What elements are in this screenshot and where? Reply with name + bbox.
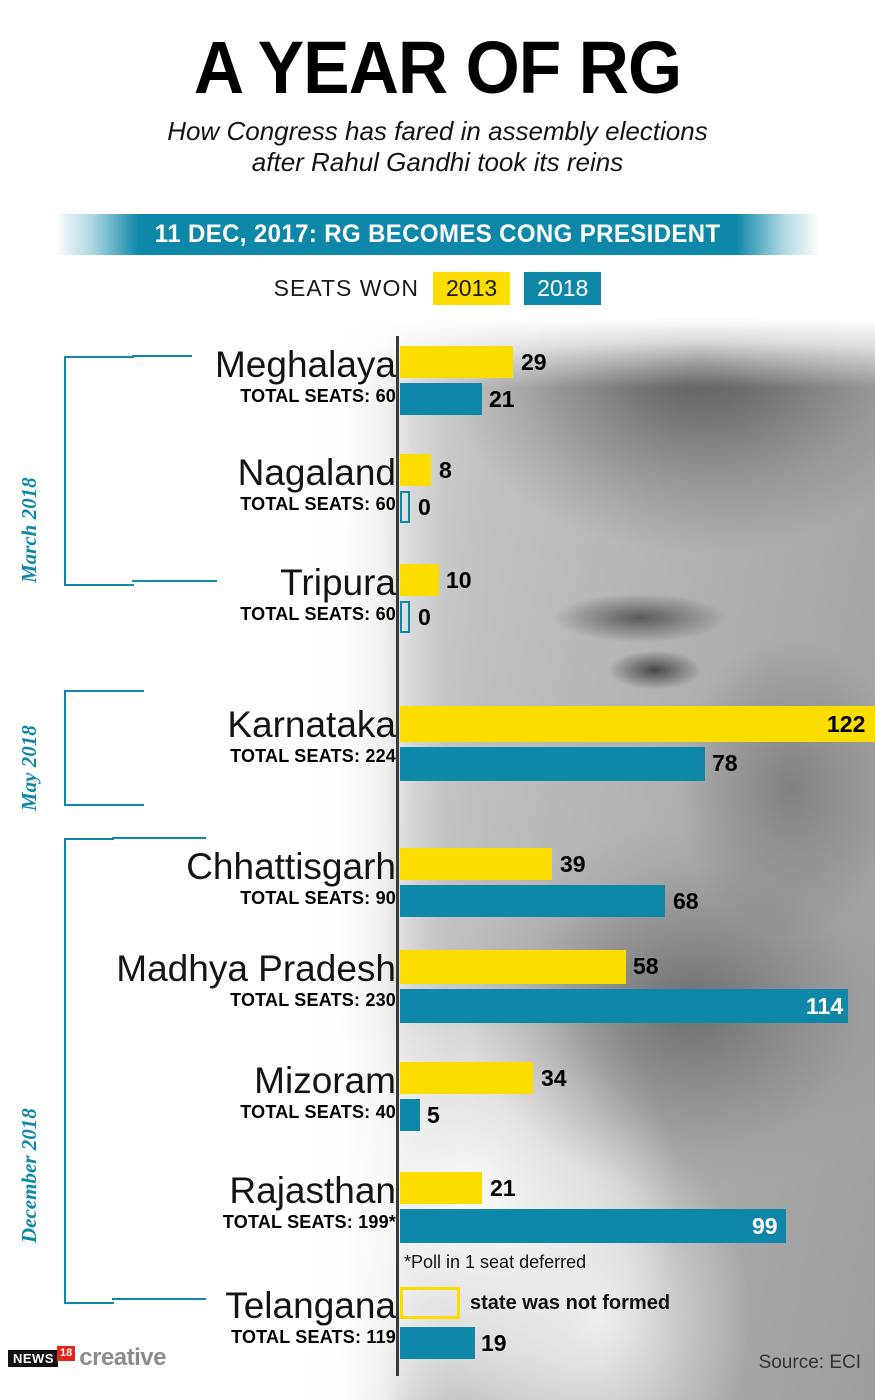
- state-total-seats: TOTAL SEATS: 90: [240, 888, 396, 908]
- state-total-seats: TOTAL SEATS: 60: [240, 386, 396, 406]
- legend-item-2018: 2018: [524, 272, 602, 306]
- bar-2013-karnataka: [400, 706, 875, 742]
- bar-value-2018-telangana: 19: [481, 1330, 507, 1356]
- state-total-seats: TOTAL SEATS: 60: [240, 604, 396, 624]
- bar-value-2018-mizoram: 5: [427, 1102, 440, 1128]
- chart-legend: SEATS WON 2013 2018: [0, 272, 875, 306]
- bar-value-2013-chhattisgarh: 39: [560, 851, 586, 877]
- header: A YEAR OF RG How Congress has fared in a…: [0, 0, 875, 177]
- subtitle-line-2: after Rahul Gandhi took its reins: [251, 146, 624, 177]
- bar-2013-telangana-not-formed: [400, 1287, 460, 1319]
- bar-2018-tripura: [400, 601, 410, 633]
- source-credit: Source: ECI: [758, 1352, 861, 1373]
- period-bracket-may-2018: [64, 690, 144, 806]
- state-name: Meghalaya: [214, 344, 396, 385]
- bar-2013-rajasthan: [400, 1172, 482, 1204]
- state-label-block-karnataka: Karnataka TOTAL SEATS: 224: [0, 706, 396, 767]
- state-label-block-nagaland: Nagaland TOTAL SEATS: 60: [0, 454, 396, 515]
- bar-2018-nagaland: [400, 491, 410, 523]
- state-name: Mizoram: [254, 1060, 396, 1101]
- bar-value-2018-karnataka: 78: [712, 750, 738, 776]
- bar-value-2013-mizoram: 34: [541, 1065, 567, 1091]
- bar-2018-madhya-pradesh: [400, 989, 848, 1023]
- logo-18-badge: 18: [57, 1346, 76, 1361]
- state-name: Chhattisgarh: [186, 846, 396, 887]
- state-label-block-rajasthan: Rajasthan TOTAL SEATS: 199*: [0, 1172, 396, 1233]
- period-bracket-december-2018: [64, 838, 114, 1304]
- state-label-block-meghalaya: Meghalaya TOTAL SEATS: 60: [0, 346, 396, 407]
- bar-chart: March 2018 May 2018 December 2018 Meghal…: [0, 318, 875, 1400]
- logo-news-text: NEWS: [8, 1349, 58, 1367]
- bar-value-2018-madhya-pradesh: 114: [806, 993, 844, 1019]
- bar-2013-mizoram: [400, 1062, 533, 1094]
- state-label-block-tripura: Tripura TOTAL SEATS: 60: [0, 564, 396, 625]
- state-name: Telangana: [225, 1285, 396, 1326]
- bar-2013-tripura: [400, 564, 439, 596]
- page-subtitle: How Congress has fared in assembly elect…: [0, 116, 875, 177]
- bar-2018-mizoram: [400, 1099, 420, 1131]
- bar-2013-madhya-pradesh: [400, 950, 626, 984]
- bar-2018-telangana: [400, 1327, 475, 1359]
- state-total-seats: TOTAL SEATS: 40: [240, 1102, 396, 1122]
- bracket-tick-meghalaya: [132, 355, 192, 357]
- bar-value-2018-rajasthan: 99: [752, 1213, 778, 1239]
- state-name: Tripura: [280, 562, 396, 603]
- bar-2013-meghalaya: [400, 346, 513, 378]
- bar-value-2013-nagaland: 8: [439, 457, 452, 483]
- state-label-block-telangana: Telangana TOTAL SEATS: 119: [0, 1287, 396, 1348]
- bar-2013-chhattisgarh: [400, 848, 552, 880]
- bar-2018-karnataka: [400, 747, 705, 781]
- bar-value-2013-meghalaya: 29: [521, 349, 547, 375]
- state-total-seats: TOTAL SEATS: 230: [230, 990, 396, 1010]
- bar-value-2018-chhattisgarh: 68: [673, 888, 699, 914]
- state-name: Nagaland: [237, 452, 396, 493]
- bracket-tick-telangana: [112, 1298, 206, 1300]
- bar-value-2018-meghalaya: 21: [489, 386, 515, 412]
- bar-value-2013-rajasthan: 21: [490, 1175, 516, 1201]
- telangana-not-formed-note: state was not formed: [470, 1292, 671, 1314]
- chart-axis-line: [396, 336, 399, 1376]
- state-total-seats: TOTAL SEATS: 199*: [222, 1212, 396, 1232]
- bar-value-2018-nagaland: 0: [418, 494, 431, 520]
- subtitle-line-1: How Congress has fared in assembly elect…: [167, 116, 708, 147]
- event-banner-text: 11 DEC, 2017: RG BECOMES CONG PRESIDENT: [154, 220, 721, 248]
- rajasthan-footnote: *Poll in 1 seat deferred: [404, 1252, 587, 1272]
- bar-2013-nagaland: [400, 454, 431, 486]
- legend-item-2013: 2013: [432, 272, 511, 306]
- page-title: A YEAR OF RG: [193, 26, 682, 109]
- state-name: Rajasthan: [229, 1170, 396, 1211]
- bar-value-2013-madhya-pradesh: 58: [633, 953, 659, 979]
- event-banner: 11 DEC, 2017: RG BECOMES CONG PRESIDENT: [55, 214, 820, 255]
- state-label-block-mizoram: Mizoram TOTAL SEATS: 40: [0, 1062, 396, 1123]
- bar-value-2018-tripura: 0: [418, 604, 431, 630]
- footer: NEWS 18 creative Source: ECI: [0, 1330, 875, 1400]
- logo-creative-text: creative: [79, 1344, 166, 1371]
- bar-2018-chhattisgarh: [400, 885, 665, 917]
- period-bracket-march-2018: [64, 356, 134, 586]
- bracket-tick-chhattisgarh: [112, 837, 206, 839]
- bar-2018-meghalaya: [400, 383, 482, 415]
- state-total-seats: TOTAL SEATS: 60: [240, 494, 396, 514]
- bar-value-2013-tripura: 10: [446, 567, 472, 593]
- state-label-block-chhattisgarh: Chhattisgarh TOTAL SEATS: 90: [0, 848, 396, 909]
- bar-2018-rajasthan: [400, 1209, 786, 1243]
- state-label-block-madhya-pradesh: Madhya Pradesh TOTAL SEATS: 230: [0, 950, 396, 1011]
- state-total-seats: TOTAL SEATS: 224: [230, 746, 396, 766]
- state-name: Karnataka: [227, 704, 396, 745]
- bar-value-2013-karnataka: 122: [827, 711, 866, 737]
- state-name: Madhya Pradesh: [116, 948, 396, 989]
- legend-title: SEATS WON: [273, 275, 419, 302]
- state-total-seats: TOTAL SEATS: 119: [231, 1327, 396, 1347]
- bracket-tick-tripura: [132, 580, 217, 582]
- news18-creative-logo: NEWS 18 creative: [8, 1346, 166, 1370]
